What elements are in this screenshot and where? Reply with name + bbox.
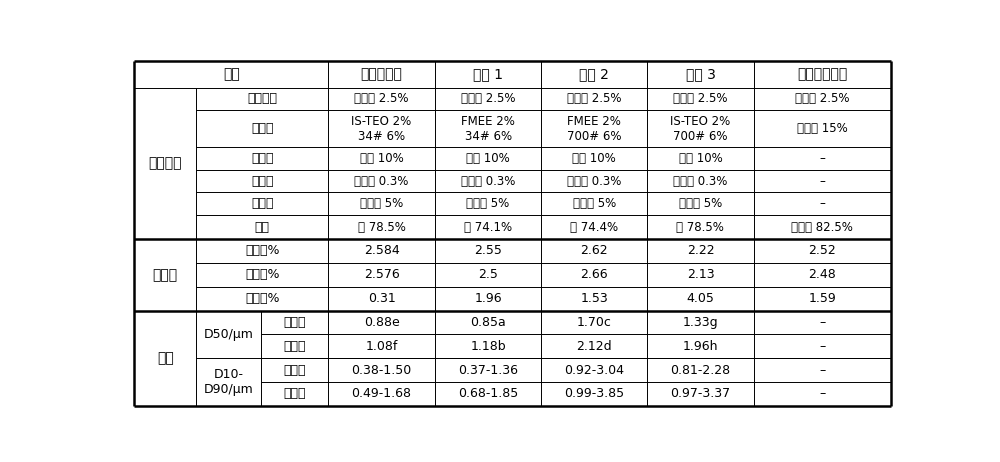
Text: 乙醇 10%: 乙醇 10% <box>572 152 616 165</box>
Text: 0.31: 0.31 <box>368 292 395 305</box>
Text: 乙醇 10%: 乙醇 10% <box>360 152 403 165</box>
Text: D10-
D90/μm: D10- D90/μm <box>204 368 253 396</box>
Text: 本专利样品: 本专利样品 <box>361 67 402 81</box>
Text: 乙醇 10%: 乙醇 10% <box>466 152 510 165</box>
Text: 1.96: 1.96 <box>474 292 502 305</box>
Text: 对照 1: 对照 1 <box>473 67 503 81</box>
Text: –: – <box>819 197 825 210</box>
Text: 2.5: 2.5 <box>478 268 498 281</box>
Text: FMEE 2%
34# 6%: FMEE 2% 34# 6% <box>461 115 515 143</box>
Text: 对照 2: 对照 2 <box>579 67 609 81</box>
Text: 对照 3: 对照 3 <box>686 67 715 81</box>
Text: 1.08f: 1.08f <box>365 340 398 353</box>
Text: 2.66: 2.66 <box>580 268 608 281</box>
Text: –: – <box>819 175 825 188</box>
Text: 0.38-1.50: 0.38-1.50 <box>351 364 412 377</box>
Text: 水 78.5%: 水 78.5% <box>358 220 405 234</box>
Text: 2.584: 2.584 <box>364 244 399 257</box>
Text: 乳油剂型对照: 乳油剂型对照 <box>797 67 847 81</box>
Text: IS-TEO 2%
700# 6%: IS-TEO 2% 700# 6% <box>670 115 731 143</box>
Text: 热贮前: 热贮前 <box>283 364 306 377</box>
Text: 乙醇 10%: 乙醇 10% <box>679 152 722 165</box>
Text: –: – <box>819 364 825 377</box>
Text: 助溢剂: 助溢剂 <box>251 152 273 165</box>
Text: 2.576: 2.576 <box>364 268 399 281</box>
Text: 0.81-2.28: 0.81-2.28 <box>670 364 730 377</box>
Text: 2.62: 2.62 <box>580 244 608 257</box>
Text: IS-TEO 2%
34# 6%: IS-TEO 2% 34# 6% <box>351 115 412 143</box>
Text: 增粘剂: 增粘剂 <box>251 175 273 188</box>
Text: 有效成分: 有效成分 <box>247 92 277 105</box>
Text: FMEE 2%
700# 6%: FMEE 2% 700# 6% <box>567 115 622 143</box>
Text: 黄原胶 0.3%: 黄原胶 0.3% <box>567 175 621 188</box>
Text: –: – <box>819 340 825 353</box>
Text: 1.33g: 1.33g <box>683 316 718 329</box>
Text: 1.18b: 1.18b <box>470 340 506 353</box>
Text: 黄原胶 0.3%: 黄原胶 0.3% <box>461 175 515 188</box>
Text: 2.12d: 2.12d <box>576 340 612 353</box>
Text: 水 74.1%: 水 74.1% <box>464 220 512 234</box>
Text: –: – <box>819 152 825 165</box>
Text: 乳化剂: 乳化剂 <box>251 122 273 135</box>
Text: 高氛氯 2.5%: 高氛氯 2.5% <box>567 92 622 105</box>
Text: 基质: 基质 <box>255 220 270 234</box>
Text: 乙二醇 5%: 乙二醇 5% <box>573 197 616 210</box>
Text: 2.13: 2.13 <box>687 268 714 281</box>
Text: 防冻剂: 防冻剂 <box>251 197 273 210</box>
Text: –: – <box>819 316 825 329</box>
Text: 稳定性: 稳定性 <box>153 268 178 282</box>
Text: 1.59: 1.59 <box>808 292 836 305</box>
Text: 乳化剂 15%: 乳化剂 15% <box>797 122 847 135</box>
Text: 2.55: 2.55 <box>474 244 502 257</box>
Text: 0.99-3.85: 0.99-3.85 <box>564 388 624 401</box>
Text: 1.70c: 1.70c <box>577 316 612 329</box>
Text: 0.97-3.37: 0.97-3.37 <box>670 388 730 401</box>
Text: 乙二醇 5%: 乙二醇 5% <box>466 197 510 210</box>
Text: 0.49-1.68: 0.49-1.68 <box>352 388 412 401</box>
Text: 0.92-3.04: 0.92-3.04 <box>564 364 624 377</box>
Text: 乙二醇 5%: 乙二醇 5% <box>360 197 403 210</box>
Text: 高氛氯 2.5%: 高氛氯 2.5% <box>673 92 728 105</box>
Text: 热贮后: 热贮后 <box>283 340 306 353</box>
Text: 0.68-1.85: 0.68-1.85 <box>458 388 518 401</box>
Text: 乙二醇 5%: 乙二醇 5% <box>679 197 722 210</box>
Text: 2.48: 2.48 <box>808 268 836 281</box>
Text: 高氛氯 2.5%: 高氛氯 2.5% <box>795 92 849 105</box>
Text: 0.88e: 0.88e <box>364 316 399 329</box>
Text: 1.53: 1.53 <box>580 292 608 305</box>
Text: 分解率%: 分解率% <box>245 292 279 305</box>
Text: 高氛氯 2.5%: 高氛氯 2.5% <box>461 92 515 105</box>
Text: D50/μm: D50/μm <box>204 328 253 341</box>
Text: 2.22: 2.22 <box>687 244 714 257</box>
Text: 高氛氯 2.5%: 高氛氯 2.5% <box>354 92 409 105</box>
Text: 热贮前%: 热贮前% <box>245 244 279 257</box>
Text: 热贮前: 热贮前 <box>283 316 306 329</box>
Text: 成分配比: 成分配比 <box>149 156 182 170</box>
Text: 二甲苯 82.5%: 二甲苯 82.5% <box>791 220 853 234</box>
Text: 0.37-1.36: 0.37-1.36 <box>458 364 518 377</box>
Text: 水 74.4%: 水 74.4% <box>570 220 618 234</box>
Text: 黄原胶 0.3%: 黄原胶 0.3% <box>354 175 409 188</box>
Text: 热贮后: 热贮后 <box>283 388 306 401</box>
Text: 样品: 样品 <box>223 67 240 81</box>
Text: 1.96h: 1.96h <box>683 340 718 353</box>
Text: 粒度: 粒度 <box>157 351 174 365</box>
Text: 4.05: 4.05 <box>686 292 714 305</box>
Text: 2.52: 2.52 <box>808 244 836 257</box>
Text: –: – <box>819 388 825 401</box>
Text: 热贮后%: 热贮后% <box>245 268 279 281</box>
Text: 0.85a: 0.85a <box>470 316 506 329</box>
Text: 水 78.5%: 水 78.5% <box>676 220 724 234</box>
Text: 黄原胶 0.3%: 黄原胶 0.3% <box>673 175 728 188</box>
